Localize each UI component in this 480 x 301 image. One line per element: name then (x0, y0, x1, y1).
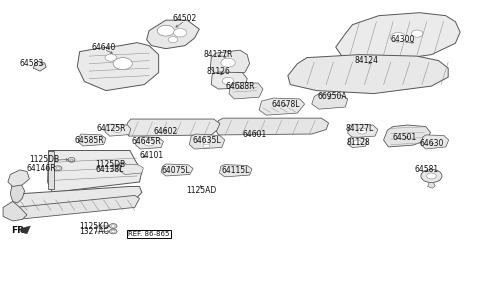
Circle shape (109, 224, 117, 228)
Circle shape (114, 128, 121, 132)
Circle shape (168, 37, 178, 43)
Text: 1125DB: 1125DB (29, 155, 59, 164)
Circle shape (222, 77, 234, 85)
Text: 64115L: 64115L (221, 166, 250, 175)
Polygon shape (421, 135, 449, 149)
Text: 64688R: 64688R (225, 82, 255, 91)
Text: 1125DB: 1125DB (95, 160, 125, 169)
Polygon shape (77, 43, 158, 91)
Polygon shape (384, 125, 431, 147)
Polygon shape (105, 124, 131, 136)
Text: FR.: FR. (11, 226, 28, 235)
Circle shape (203, 140, 210, 144)
Polygon shape (348, 124, 378, 138)
Polygon shape (312, 94, 348, 109)
Text: 1327AC: 1327AC (79, 228, 109, 237)
Circle shape (427, 173, 436, 179)
Text: 84127L: 84127L (346, 124, 374, 133)
Text: 64075L: 64075L (161, 166, 190, 175)
Circle shape (421, 169, 442, 183)
Text: 64678L: 64678L (271, 100, 300, 109)
Polygon shape (211, 72, 247, 89)
Polygon shape (428, 183, 435, 188)
Text: REF. 86-865: REF. 86-865 (128, 231, 170, 237)
Circle shape (54, 166, 62, 171)
Text: 64138L: 64138L (96, 165, 124, 174)
Text: 64640: 64640 (91, 43, 116, 52)
Text: 81128: 81128 (347, 138, 371, 147)
Text: 64300: 64300 (391, 35, 415, 44)
Text: 64501: 64501 (393, 132, 417, 141)
Polygon shape (219, 165, 252, 177)
Circle shape (68, 157, 75, 162)
Polygon shape (136, 137, 163, 149)
Circle shape (390, 33, 406, 42)
Text: 64101: 64101 (139, 151, 164, 160)
Circle shape (173, 29, 187, 37)
Circle shape (68, 158, 75, 162)
Polygon shape (48, 150, 54, 189)
Circle shape (203, 137, 210, 141)
Text: 64585R: 64585R (74, 135, 104, 144)
Polygon shape (10, 182, 24, 203)
Polygon shape (21, 226, 30, 234)
Circle shape (357, 128, 367, 134)
Text: 64635L: 64635L (192, 135, 221, 144)
Circle shape (56, 167, 60, 169)
Text: 64630: 64630 (419, 138, 444, 147)
Polygon shape (210, 50, 250, 74)
Text: 81126: 81126 (206, 67, 230, 76)
Polygon shape (8, 170, 29, 186)
Polygon shape (3, 201, 27, 221)
Circle shape (113, 57, 132, 70)
Polygon shape (48, 150, 142, 192)
Text: 64502: 64502 (173, 14, 197, 23)
Text: 64602: 64602 (154, 126, 178, 135)
Polygon shape (161, 164, 193, 176)
Polygon shape (120, 164, 144, 175)
Circle shape (105, 54, 117, 61)
Text: 64645R: 64645R (132, 137, 162, 146)
Polygon shape (229, 82, 263, 99)
Circle shape (120, 163, 126, 167)
Text: 64581: 64581 (415, 166, 439, 175)
Text: 64125R: 64125R (96, 123, 126, 132)
Polygon shape (189, 134, 225, 149)
Circle shape (109, 229, 117, 234)
Text: 64601: 64601 (242, 129, 266, 138)
Polygon shape (348, 137, 367, 147)
Polygon shape (78, 134, 106, 146)
Circle shape (111, 230, 115, 233)
Circle shape (144, 140, 154, 146)
Polygon shape (12, 195, 140, 219)
Polygon shape (215, 118, 328, 135)
Circle shape (411, 30, 423, 37)
Polygon shape (147, 20, 199, 49)
Polygon shape (125, 119, 220, 136)
Circle shape (157, 25, 174, 36)
Circle shape (111, 225, 115, 227)
Polygon shape (288, 54, 448, 94)
Text: 1125AD: 1125AD (187, 185, 217, 194)
Text: 66950A: 66950A (318, 92, 347, 101)
Circle shape (203, 144, 210, 148)
Text: 84127R: 84127R (204, 50, 233, 59)
Text: 84124: 84124 (355, 56, 379, 65)
Polygon shape (33, 61, 46, 71)
Polygon shape (12, 186, 142, 212)
Polygon shape (336, 13, 460, 62)
Text: 64583: 64583 (20, 59, 44, 68)
Text: 1125KD: 1125KD (79, 222, 109, 231)
Circle shape (221, 58, 235, 67)
Circle shape (353, 140, 361, 145)
Polygon shape (259, 98, 305, 115)
Circle shape (70, 159, 73, 161)
Text: 64146R: 64146R (26, 164, 56, 173)
